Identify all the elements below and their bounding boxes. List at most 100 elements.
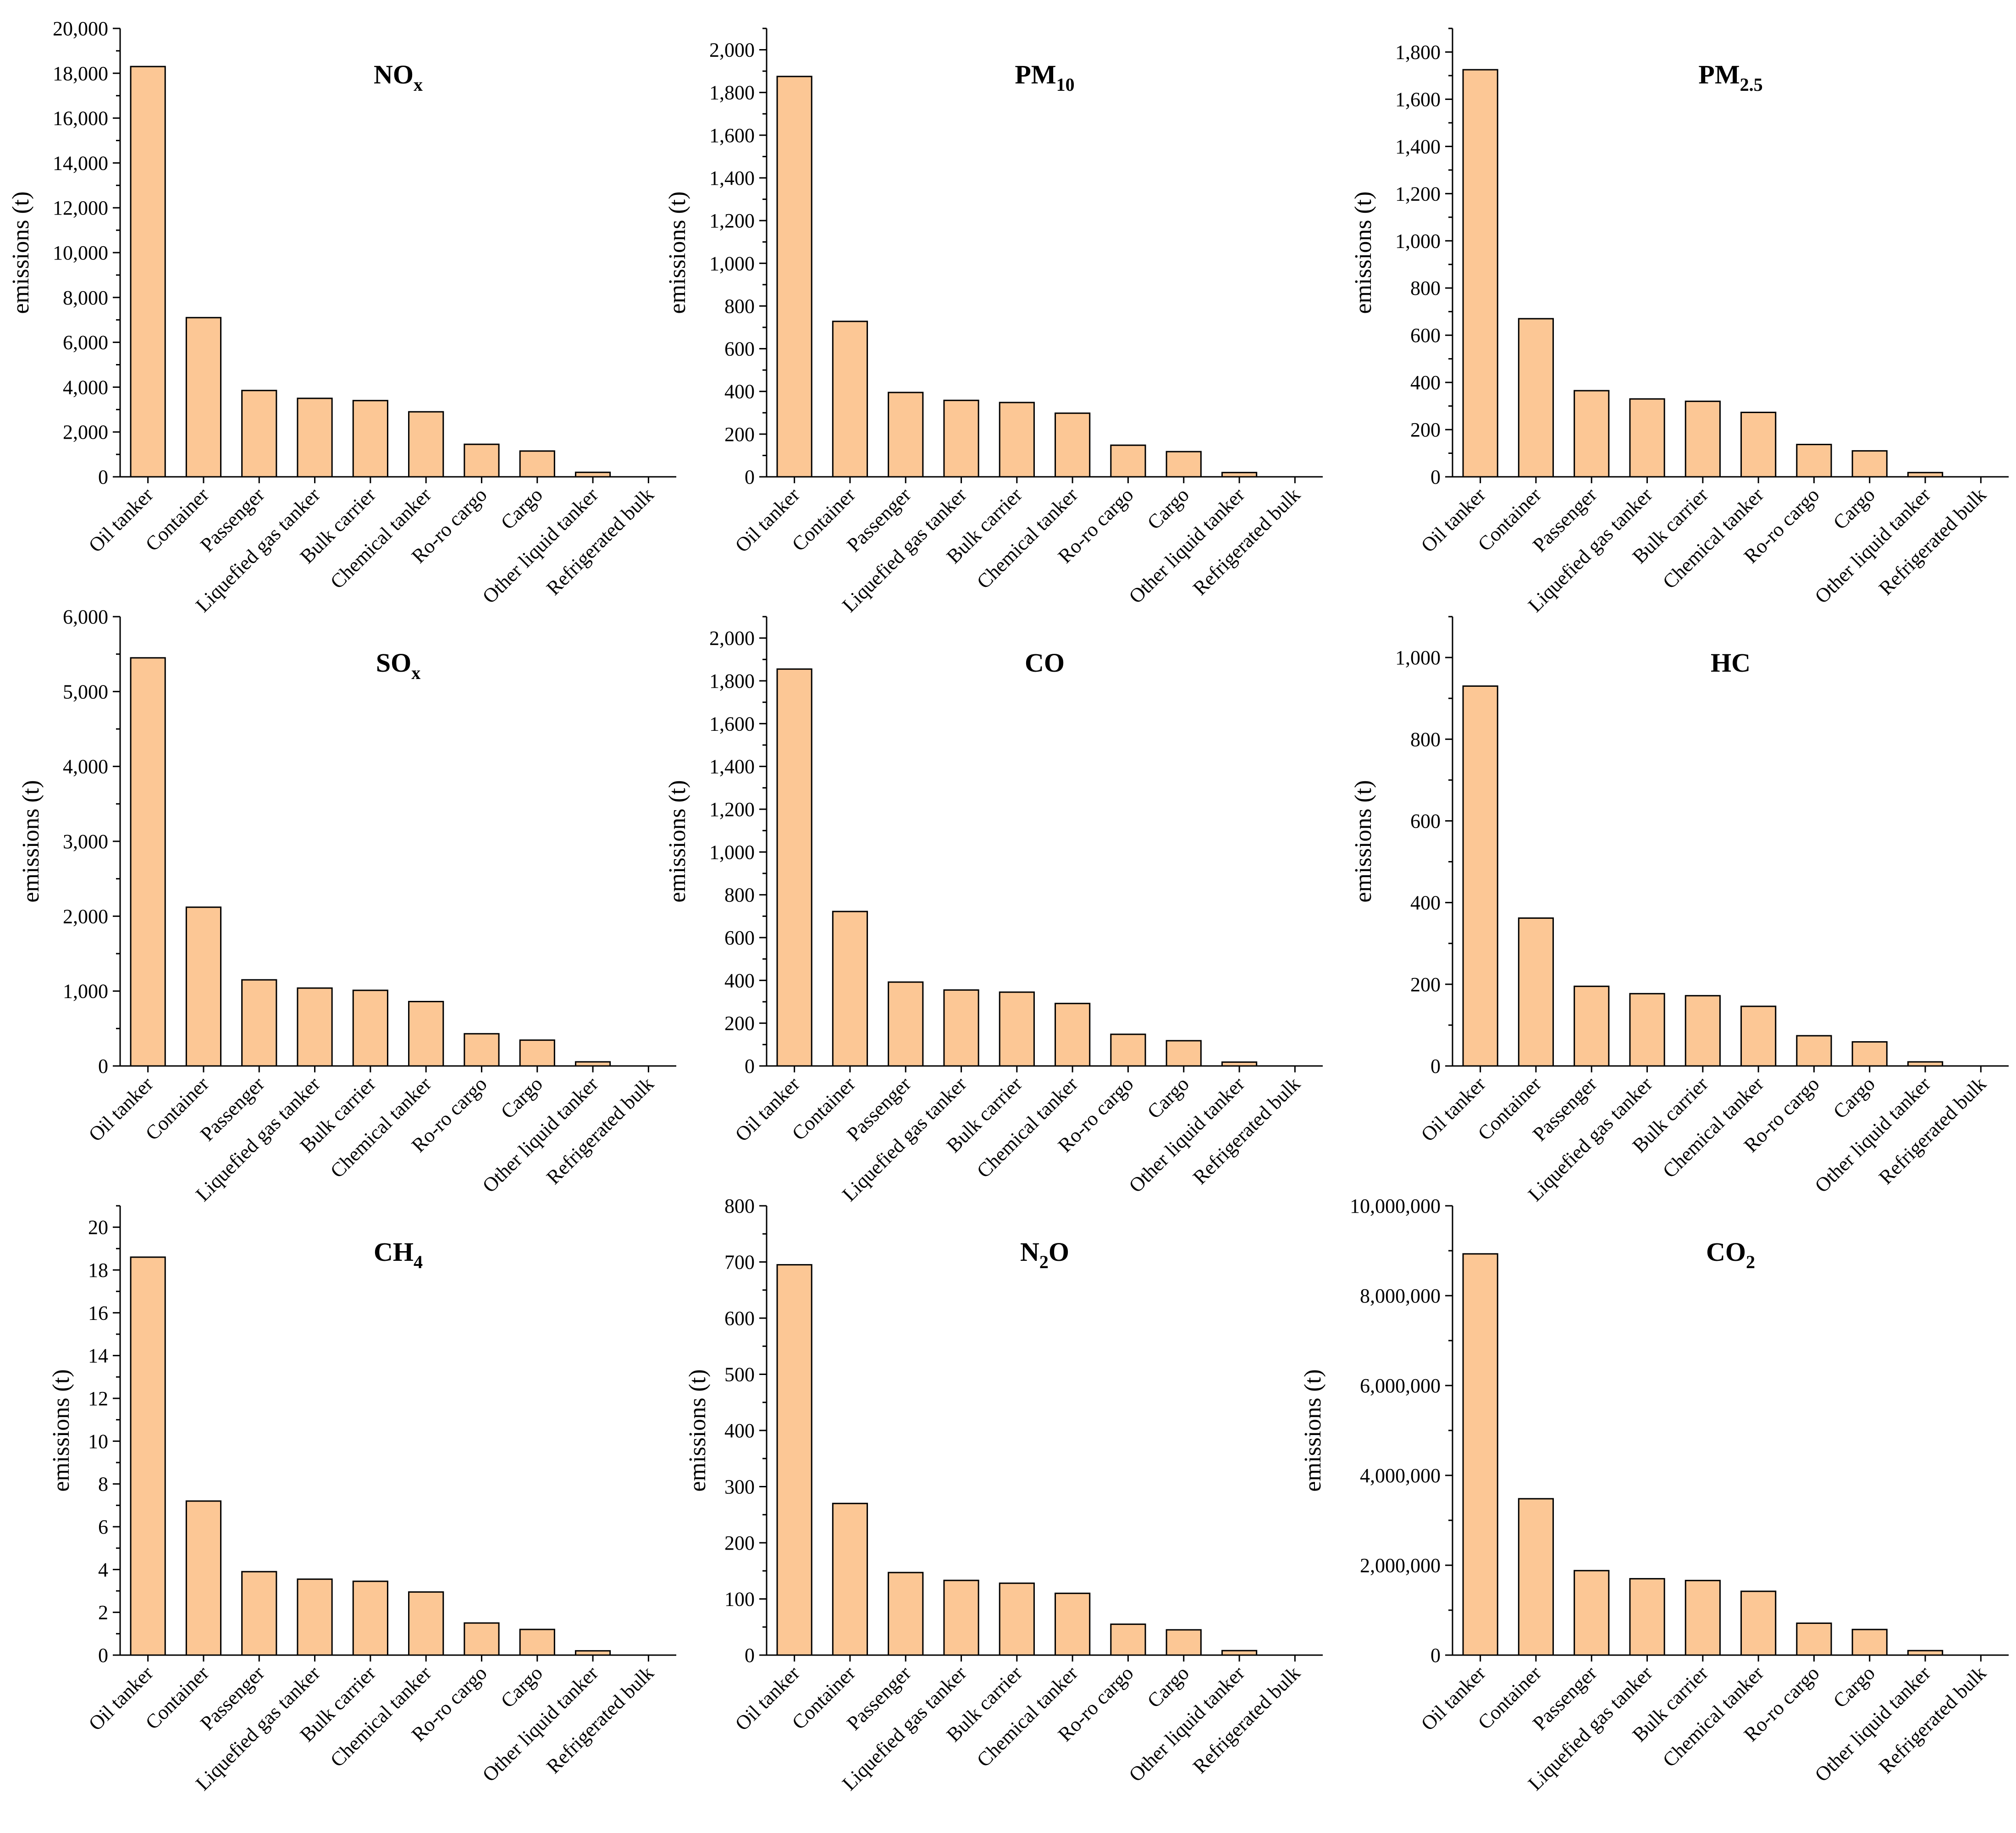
panel-title: CO2 — [1706, 1237, 1755, 1272]
bar-oil-tanker — [130, 66, 166, 478]
y-tick-label: 400 — [724, 381, 755, 403]
bar-cargo — [1851, 450, 1888, 478]
y-tick-label: 800 — [724, 1195, 755, 1217]
y-tick-label: 14,000 — [53, 152, 108, 174]
chart-panel-2: 0 200 400 600 800 1,000 1,200 1,400 1,600 1,800 em… — [1350, 28, 2009, 617]
y-tick-label: 200 — [724, 1012, 755, 1035]
y-tick-label: 1,200 — [709, 210, 755, 232]
y-tick-label: 1,200 — [1395, 182, 1441, 205]
x-category-label: Cargo — [497, 1072, 547, 1123]
bar-oil-tanker — [776, 1264, 812, 1656]
bar-passenger — [241, 979, 277, 1067]
bar-oil-tanker — [1462, 69, 1498, 478]
bar-container — [185, 906, 222, 1067]
bar-bulk-carrier — [352, 989, 388, 1067]
x-category-label: Cargo — [1829, 1662, 1879, 1712]
y-tick-label: 100 — [724, 1588, 755, 1611]
y-axis-title: emissions (t) — [18, 780, 44, 902]
bar-ro-ro-cargo — [464, 1033, 500, 1067]
y-tick-label: 400 — [1410, 371, 1441, 394]
x-category-label: Chemical tanker — [1658, 1072, 1768, 1182]
bar-passenger — [241, 1571, 277, 1656]
y-tick-label: 1,400 — [1395, 135, 1441, 158]
bar-ro-ro-cargo — [1796, 1035, 1832, 1067]
x-category-label: Chemical tanker — [972, 483, 1083, 593]
x-category-label: Cargo — [1829, 1072, 1879, 1123]
y-tick-label: 1,600 — [709, 712, 755, 735]
bar-chemical-tanker — [408, 411, 444, 478]
y-tick-label: 300 — [724, 1476, 755, 1498]
bar-liquefied-gas-tanker — [297, 398, 333, 478]
bar-container — [832, 911, 868, 1067]
bar-bulk-carrier — [1685, 995, 1721, 1067]
bar-container — [185, 317, 222, 478]
y-tick-label: 0 — [98, 466, 108, 488]
x-category-label: Cargo — [1143, 483, 1193, 534]
y-tick-label: 20 — [88, 1216, 108, 1239]
y-tick-label: 1,800 — [709, 82, 755, 104]
y-axis-title: emissions (t) — [664, 780, 690, 902]
y-tick-label: 4,000 — [63, 756, 108, 778]
y-tick-label: 200 — [1410, 419, 1441, 441]
bar-container — [185, 1500, 222, 1656]
panel-title: PM2.5 — [1698, 60, 1762, 95]
bar-passenger — [888, 981, 924, 1067]
bar-other-liquid-tanker — [1907, 1061, 1944, 1067]
bar-ro-ro-cargo — [464, 1622, 500, 1656]
bar-ro-ro-cargo — [1110, 1623, 1146, 1656]
chart-panel-8: 0 2,000,000 4,000,000 6,000,000 8,000,000 10,… — [1300, 1195, 2009, 1795]
bar-container — [1518, 917, 1554, 1067]
y-tick-label: 12,000 — [53, 197, 108, 219]
y-tick-label: 400 — [724, 969, 755, 992]
y-tick-label: 18 — [88, 1259, 108, 1281]
y-axis-title: emissions (t) — [1350, 780, 1376, 902]
y-tick-label: 0 — [745, 1055, 755, 1077]
y-tick-label: 12 — [88, 1387, 108, 1410]
x-category-label: Chemical tanker — [972, 1072, 1083, 1182]
y-tick-label: 1,400 — [709, 756, 755, 778]
bar-oil-tanker — [776, 668, 812, 1067]
y-tick-label: 0 — [1431, 1055, 1441, 1077]
y-tick-label: 4,000 — [63, 376, 108, 398]
bar-bulk-carrier — [1685, 1579, 1721, 1656]
y-tick-label: 1,400 — [709, 167, 755, 189]
y-tick-label: 800 — [724, 884, 755, 906]
bar-liquefied-gas-tanker — [1629, 398, 1665, 478]
y-axis-title: emissions (t) — [1300, 1369, 1326, 1491]
bar-passenger — [888, 1572, 924, 1656]
y-tick-label: 4 — [98, 1558, 108, 1581]
x-category-label: Cargo — [497, 1662, 547, 1712]
bar-cargo — [519, 450, 555, 478]
y-tick-label: 8,000,000 — [1360, 1285, 1441, 1307]
y-tick-label: 700 — [724, 1251, 755, 1274]
bar-cargo — [1851, 1629, 1888, 1656]
y-tick-label: 18,000 — [53, 62, 108, 85]
y-tick-label: 20,000 — [53, 17, 108, 40]
bar-chemical-tanker — [408, 1591, 444, 1656]
x-category-label: Chemical tanker — [1658, 1662, 1768, 1772]
chart-panel-0: 0 2,000 4,000 6,000 8,000 10,000 12,000 14,000 1… — [8, 17, 676, 617]
bar-other-liquid-tanker — [1221, 1650, 1258, 1656]
y-tick-label: 2,000 — [709, 39, 755, 61]
y-tick-label: 0 — [1431, 1644, 1441, 1667]
bar-chemical-tanker — [1740, 411, 1777, 478]
bar-other-liquid-tanker — [574, 1650, 611, 1656]
y-tick-label: 200 — [724, 1532, 755, 1554]
y-tick-label: 6,000,000 — [1360, 1375, 1441, 1397]
bar-liquefied-gas-tanker — [297, 1578, 333, 1656]
y-tick-label: 200 — [1410, 973, 1441, 996]
bar-ro-ro-cargo — [464, 443, 500, 478]
panel-title: CH4 — [374, 1237, 423, 1272]
y-axis-title: emissions (t) — [48, 1369, 74, 1491]
y-tick-label: 2 — [98, 1601, 108, 1624]
x-category-label: Cargo — [1829, 483, 1879, 534]
y-tick-label: 6,000 — [63, 606, 108, 628]
y-tick-label: 6,000 — [63, 331, 108, 354]
bar-liquefied-gas-tanker — [943, 1579, 979, 1656]
bar-passenger — [1574, 1570, 1610, 1656]
chart-panel-1: 0 200 400 600 800 1,000 1,200 1,400 1,600 1,800 2,… — [664, 28, 1323, 617]
x-category-label: Cargo — [1143, 1662, 1193, 1712]
